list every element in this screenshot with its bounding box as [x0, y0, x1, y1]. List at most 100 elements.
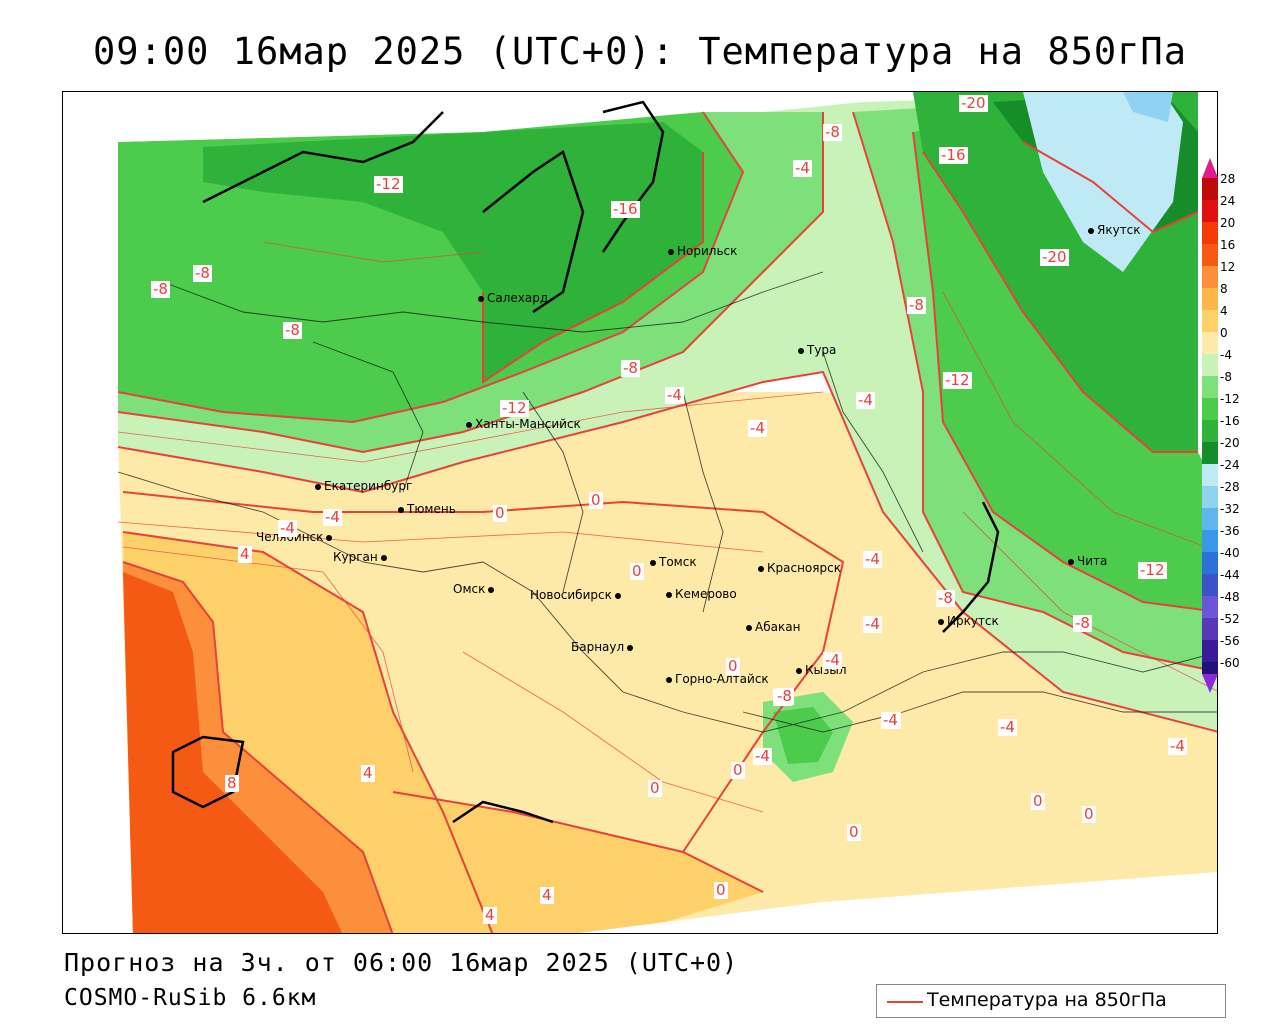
city-dot-icon	[326, 534, 333, 541]
field-minus16	[203, 122, 703, 382]
temperature-map[interactable]: Якутск Норильск Салехард Тура Ханты-Манс…	[62, 91, 1218, 934]
colorbar: 28 24 20 16 12 8 4 0 -4 -8 -12 -16 -20 -…	[1200, 158, 1260, 693]
contour-label: -4	[793, 159, 812, 177]
contour-label: 0	[493, 504, 507, 522]
outside-domain-se	[578, 872, 1217, 933]
colorbar-tick: -40	[1220, 546, 1240, 560]
legend: Температура на 850гПа	[876, 984, 1226, 1018]
contour-label: -4	[1168, 737, 1187, 755]
colorbar-tick: -44	[1220, 568, 1240, 582]
contour-label: 0	[589, 491, 603, 509]
city-novosibirsk: Новосибирск	[530, 588, 624, 602]
colorbar-tick: 4	[1220, 304, 1228, 318]
city-dot-icon	[478, 295, 484, 302]
colorbar-tick: -56	[1220, 634, 1240, 648]
city-yekaterinburg: Екатеринбург	[315, 479, 412, 493]
city-dot-icon	[938, 618, 944, 625]
contour-label: 0	[1031, 792, 1045, 810]
contour-label: -12	[374, 175, 403, 193]
coastline-ob-gulf	[202, 111, 444, 204]
border-kazakhstan	[117, 471, 1217, 733]
contour-label: -8	[151, 280, 170, 298]
contour-label: 0	[714, 881, 728, 899]
city-kemerovo: Кемерово	[666, 587, 737, 601]
colorbar-tick: 12	[1220, 260, 1236, 274]
city-kurgan: Курган	[333, 550, 390, 564]
city-dot-icon	[758, 565, 764, 572]
colorbar-tick: -52	[1220, 612, 1240, 626]
contour-label: -8	[823, 123, 842, 141]
city-dot-icon	[1088, 227, 1094, 234]
colorbar-tick: -48	[1220, 590, 1240, 604]
contour-label: -20	[1040, 248, 1069, 266]
colorbar-tick: 20	[1220, 216, 1236, 230]
city-chelyabinsk: Челябинск	[256, 530, 335, 544]
lake-baikal	[942, 501, 1000, 633]
contour-label: -4	[998, 718, 1017, 736]
contour-label: -4	[856, 391, 875, 409]
city-abakan: Абакан	[746, 620, 800, 634]
aral-sea	[171, 735, 245, 809]
contour-label: -4	[323, 508, 342, 526]
contour-label: -16	[939, 146, 968, 164]
city-yakutsk: Якутск	[1088, 223, 1141, 237]
colorbar-tick: -12	[1220, 392, 1240, 406]
colorbar-tick: -8	[1220, 370, 1232, 384]
city-dot-icon	[1068, 558, 1074, 565]
isotherm-minus20	[1022, 141, 1199, 234]
isotherm-minus16	[482, 152, 704, 384]
isotherm-zero-south	[392, 791, 764, 893]
city-dot-icon	[796, 667, 802, 674]
field-minus24	[1023, 92, 1183, 272]
contour-label: -8	[1073, 614, 1092, 632]
field-altai-core	[773, 707, 833, 764]
contour-label: 0	[847, 823, 861, 841]
city-irkutsk: Иркутск	[938, 614, 999, 628]
colorbar-tick: 16	[1220, 238, 1236, 252]
colorbar-tick: -28	[1220, 480, 1240, 494]
contour-label: 0	[648, 779, 662, 797]
contour-label: -16	[611, 200, 640, 218]
city-dot-icon	[666, 676, 672, 683]
colorbar-tick: -60	[1220, 656, 1240, 670]
city-chita: Чита	[1068, 554, 1107, 568]
city-dot-icon	[746, 624, 752, 631]
border-mongolia	[742, 691, 1217, 733]
city-omsk: Омск	[453, 582, 497, 596]
field-minus28	[1123, 92, 1173, 122]
city-dot-icon	[798, 347, 804, 354]
colorbar-tick: 24	[1220, 194, 1236, 208]
contour-label: -12	[943, 371, 972, 389]
coastline-yamal	[482, 150, 585, 314]
city-tyumen: Тюмень	[398, 502, 456, 516]
contour-label: -4	[748, 419, 767, 437]
contour-label: -4	[665, 386, 684, 404]
city-dot-icon	[380, 554, 387, 561]
contour-label: 0	[731, 761, 745, 779]
contour-label: 0	[726, 657, 740, 675]
city-krasnoyarsk: Красноярск	[758, 561, 841, 575]
coastline-taimyr	[601, 100, 665, 253]
city-dot-icon	[650, 559, 656, 566]
colorbar-tick: -20	[1220, 436, 1240, 450]
isotherm-minus16-east	[922, 151, 1198, 453]
isotherm-minus4	[117, 370, 1217, 733]
forecast-info: Прогноз на 3ч. от 06:00 16мар 2025 (UTC+…	[64, 948, 739, 977]
city-tomsk: Томск	[650, 555, 697, 569]
colorbar-tick: -36	[1220, 524, 1240, 538]
contour-label: 0	[1082, 805, 1096, 823]
contour-label: -4	[881, 711, 900, 729]
isotherm-minus8	[117, 112, 824, 454]
contour-label: -4	[753, 747, 772, 765]
lake-balkhash	[452, 800, 554, 824]
city-dot-icon	[466, 421, 472, 428]
contour-label: 4	[238, 545, 252, 563]
city-khanty-mansiysk: Ханты-Мансийск	[466, 417, 581, 431]
city-norilsk: Норильск	[668, 244, 737, 258]
contour-label: -8	[775, 687, 794, 705]
city-barnaul: Барнаул	[571, 640, 636, 654]
city-dot-icon	[398, 506, 404, 513]
field-plus4-lower	[393, 792, 763, 933]
contour-label: -12	[500, 399, 529, 417]
contour-label: -4	[863, 550, 882, 568]
